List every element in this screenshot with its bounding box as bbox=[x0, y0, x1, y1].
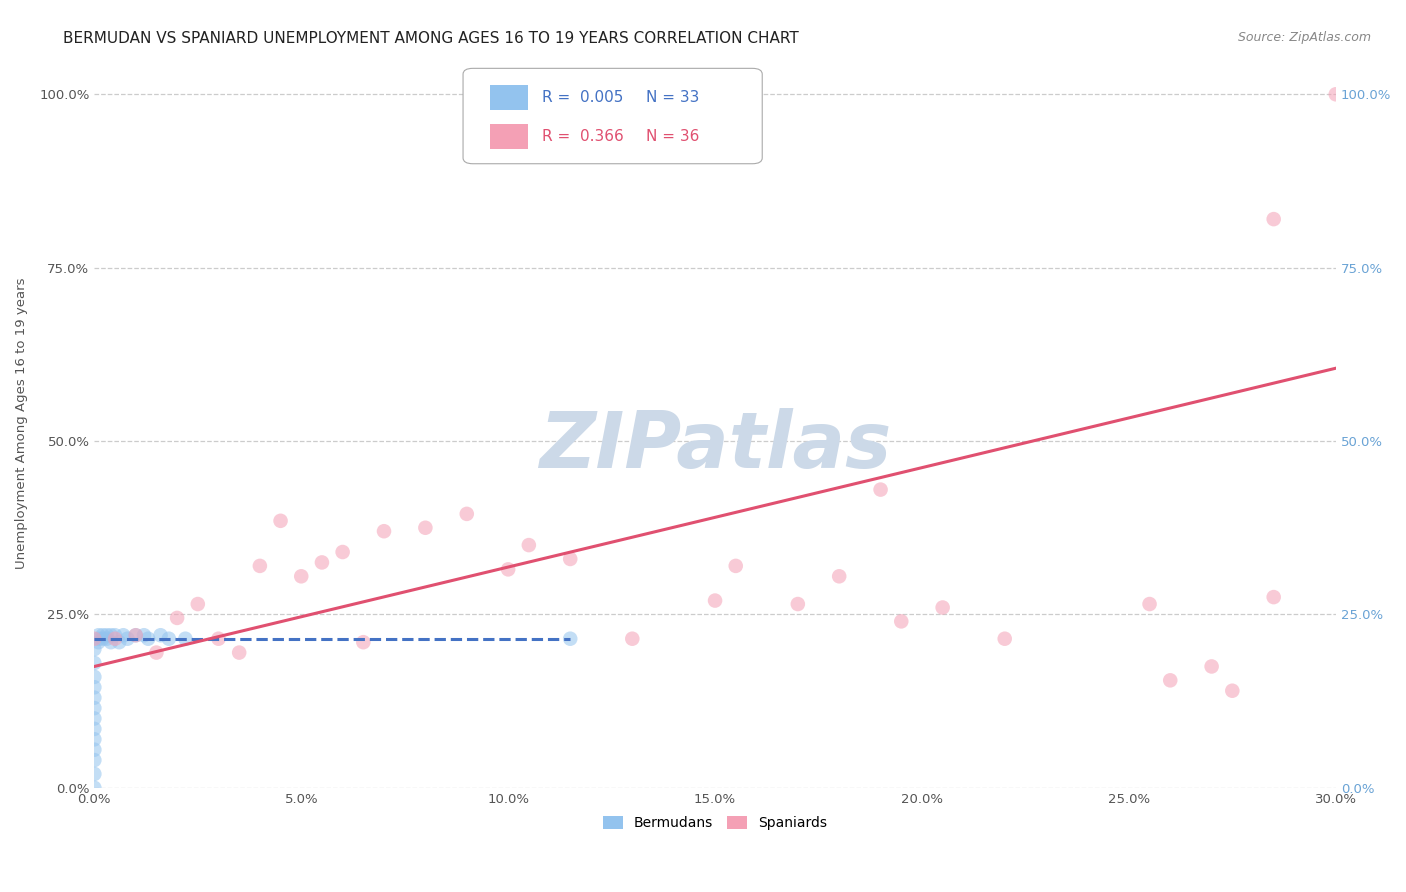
Point bbox=[83, 642, 105, 657]
Legend: Bermudans, Spaniards: Bermudans, Spaniards bbox=[598, 810, 832, 836]
Text: Source: ZipAtlas.com: Source: ZipAtlas.com bbox=[1237, 31, 1371, 45]
Point bbox=[1324, 87, 1347, 102]
Point bbox=[83, 732, 105, 747]
Point bbox=[187, 597, 209, 611]
Point bbox=[166, 611, 188, 625]
Point bbox=[704, 593, 727, 607]
Point bbox=[207, 632, 229, 646]
Bar bbox=[491, 124, 527, 148]
Point bbox=[83, 767, 105, 781]
Point bbox=[100, 635, 122, 649]
Point bbox=[249, 558, 271, 573]
Point bbox=[91, 632, 114, 646]
Text: BERMUDAN VS SPANIARD UNEMPLOYMENT AMONG AGES 16 TO 19 YEARS CORRELATION CHART: BERMUDAN VS SPANIARD UNEMPLOYMENT AMONG … bbox=[63, 31, 799, 46]
Point bbox=[157, 632, 180, 646]
Point bbox=[311, 556, 333, 570]
Point bbox=[125, 628, 148, 642]
Point bbox=[1139, 597, 1161, 611]
Point bbox=[373, 524, 395, 539]
Point bbox=[83, 753, 105, 767]
Point bbox=[96, 628, 118, 642]
Point bbox=[1263, 212, 1285, 227]
Point bbox=[786, 597, 808, 611]
Point bbox=[228, 646, 250, 660]
Y-axis label: Unemployment Among Ages 16 to 19 years: Unemployment Among Ages 16 to 19 years bbox=[15, 278, 28, 569]
Point bbox=[117, 632, 139, 646]
Point bbox=[104, 628, 127, 642]
Point bbox=[96, 632, 118, 646]
FancyBboxPatch shape bbox=[463, 69, 762, 164]
Point bbox=[1263, 590, 1285, 604]
Point bbox=[145, 646, 167, 660]
Point bbox=[828, 569, 851, 583]
Point bbox=[149, 628, 172, 642]
Point bbox=[456, 507, 478, 521]
Point bbox=[83, 711, 105, 725]
Point bbox=[136, 632, 159, 646]
Point bbox=[83, 670, 105, 684]
Point bbox=[890, 615, 912, 629]
Text: N = 36: N = 36 bbox=[645, 128, 699, 144]
Point bbox=[869, 483, 891, 497]
Point bbox=[132, 628, 155, 642]
Point bbox=[621, 632, 644, 646]
Text: N = 33: N = 33 bbox=[645, 90, 699, 105]
Point bbox=[83, 722, 105, 736]
Point bbox=[1201, 659, 1223, 673]
Point bbox=[100, 628, 122, 642]
Point bbox=[290, 569, 312, 583]
Point bbox=[104, 632, 127, 646]
Text: R =  0.005: R = 0.005 bbox=[543, 90, 624, 105]
Point bbox=[91, 628, 114, 642]
Point bbox=[1159, 673, 1181, 688]
Point bbox=[83, 742, 105, 756]
Point bbox=[724, 558, 747, 573]
Point bbox=[994, 632, 1017, 646]
Point bbox=[332, 545, 354, 559]
Point bbox=[931, 600, 953, 615]
Text: R =  0.366: R = 0.366 bbox=[543, 128, 624, 144]
Point bbox=[87, 635, 110, 649]
Point bbox=[174, 632, 197, 646]
Point bbox=[83, 632, 105, 646]
Point bbox=[108, 635, 131, 649]
Point bbox=[560, 552, 582, 566]
Point bbox=[83, 690, 105, 705]
Point bbox=[270, 514, 292, 528]
Point bbox=[83, 701, 105, 715]
Point bbox=[496, 562, 519, 576]
Point bbox=[83, 656, 105, 670]
Bar bbox=[491, 86, 527, 110]
Point bbox=[415, 521, 437, 535]
Point bbox=[352, 635, 374, 649]
Point bbox=[517, 538, 540, 552]
Point bbox=[125, 628, 148, 642]
Point bbox=[87, 632, 110, 646]
Point bbox=[560, 632, 582, 646]
Point bbox=[112, 628, 135, 642]
Point bbox=[87, 628, 110, 642]
Point bbox=[83, 680, 105, 694]
Point bbox=[1220, 683, 1243, 698]
Point bbox=[83, 780, 105, 795]
Text: ZIPatlas: ZIPatlas bbox=[538, 408, 891, 483]
